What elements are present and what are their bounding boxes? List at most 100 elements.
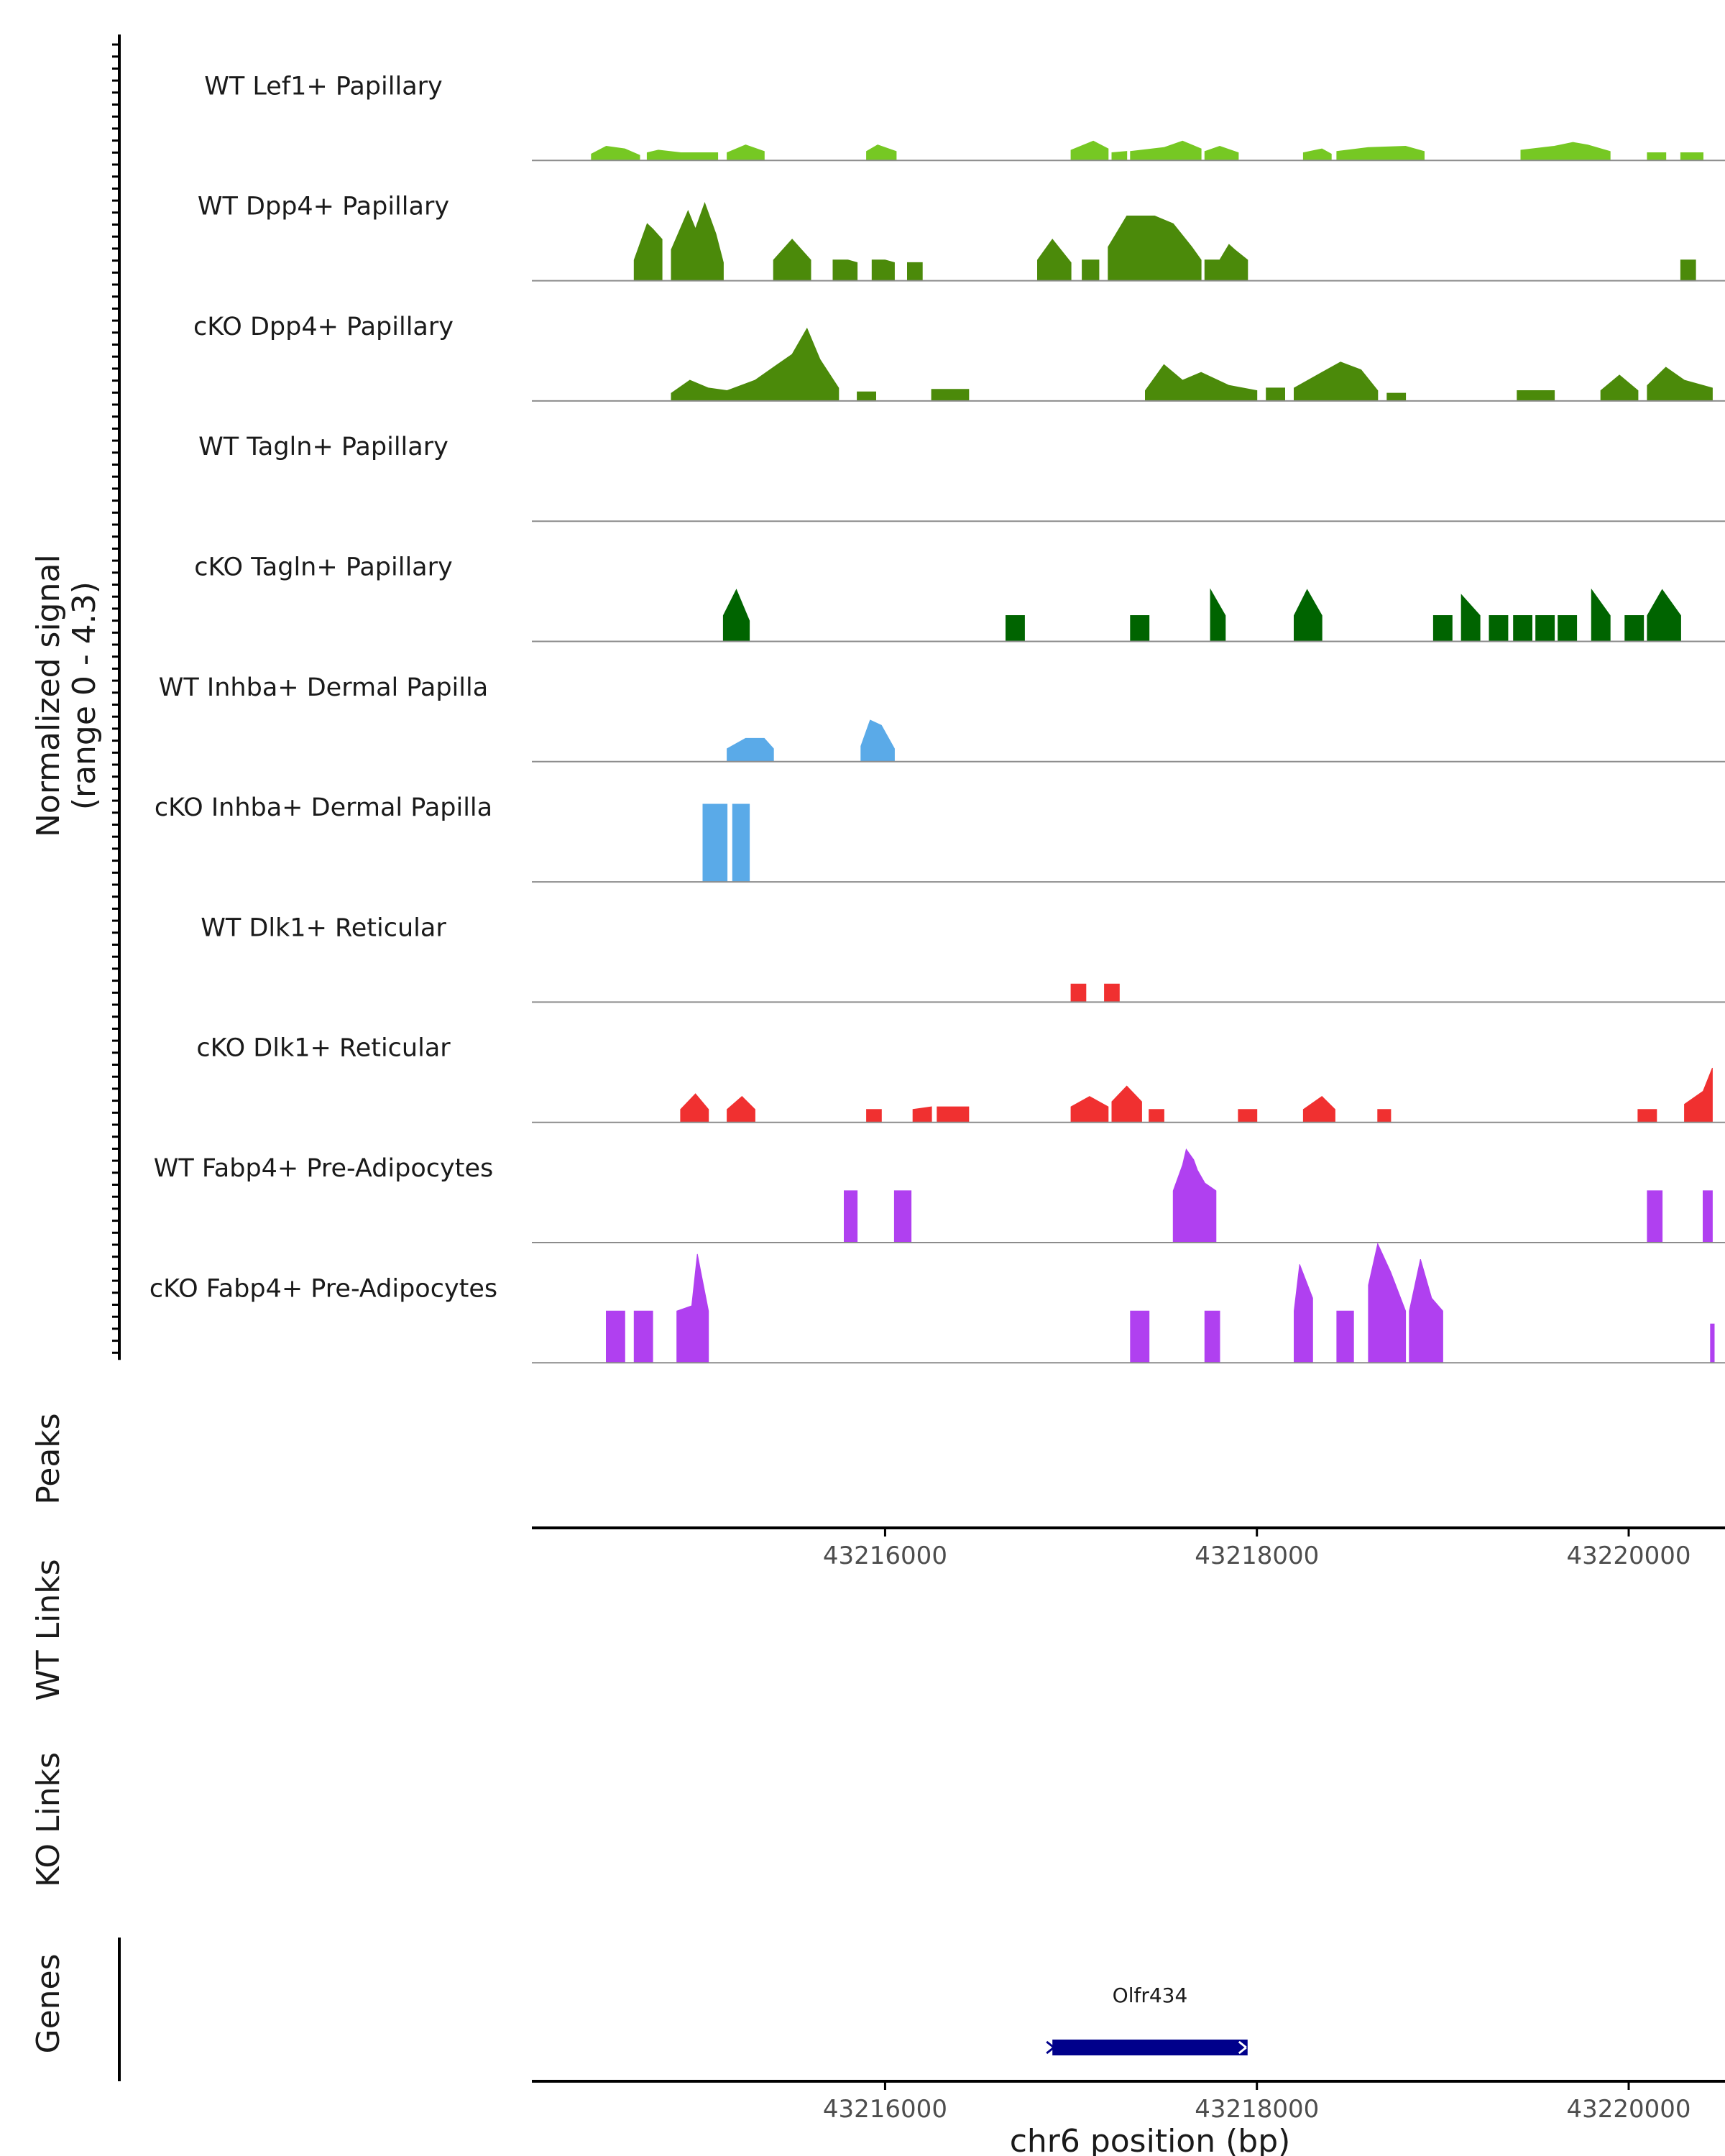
ko-links-panel-label: KO Links [30, 1752, 67, 1887]
signal-area [1432, 615, 1453, 642]
track: WT Fabp4+ Pre-Adipocytes [154, 1148, 1725, 1243]
track-label: cKO Dpp4+ Papillary [193, 313, 454, 341]
signal-area [1647, 1190, 1663, 1243]
signal-area [1037, 239, 1072, 282]
signal-area [680, 152, 719, 161]
genes-x-axis: 43216000 43218000 43220000 chr6 position (b… [532, 2080, 1725, 2156]
signal-area [866, 1109, 882, 1123]
signal-area [1210, 588, 1226, 642]
signal-area [1624, 615, 1644, 642]
track: cKO Dpp4+ Papillary [193, 313, 1725, 402]
track-label: WT Tagln+ Papillary [198, 433, 448, 461]
signal-area [1684, 1067, 1713, 1123]
genes-panel: Olfr434 [118, 1938, 1248, 2081]
signal-area [857, 391, 876, 402]
signal-area [1149, 1109, 1164, 1123]
signal-area [1111, 1085, 1142, 1123]
track: cKO Fabp4+ Pre-Adipocytes [150, 1242, 1725, 1364]
signal-axis: Normalized signal (range 0 - 4.3) [30, 34, 121, 1360]
signal-area [1520, 142, 1611, 161]
gene-label: Olfr434 [1113, 1984, 1188, 2007]
signal-area [1130, 1310, 1150, 1363]
track: WT Lef1+ Papillary [204, 72, 1725, 162]
track-label: WT Fabp4+ Pre-Adipocytes [154, 1154, 493, 1183]
signal-area [1703, 1190, 1713, 1243]
signal-area [1336, 1310, 1354, 1363]
track: WT Inhba+ Dermal Papilla [159, 673, 1725, 763]
panel-labels: Peaks WT Links KO Links Genes [30, 1413, 67, 2053]
track: WT Tagln+ Papillary [198, 433, 1725, 522]
signal-area [732, 803, 750, 883]
signal-area [1302, 148, 1332, 161]
signal-axis-range: (range 0 - 4.3) [66, 581, 103, 810]
signal-area [646, 149, 681, 161]
signal-area [1104, 983, 1120, 1003]
signal-area [860, 719, 895, 763]
signal-area [866, 144, 897, 161]
signal-area [773, 239, 811, 282]
track: cKO Inhba+ Dermal Papilla [155, 793, 1725, 883]
peaks-x-axis: 43216000 43218000 43220000 [532, 1526, 1725, 1570]
strand-arrow-icon [1238, 2040, 1247, 2055]
signal-area [702, 803, 728, 883]
gene-body [1052, 2040, 1248, 2055]
signal-area [1130, 140, 1202, 161]
signal-area [1637, 1109, 1657, 1123]
signal-area [931, 389, 970, 402]
track-label: cKO Inhba+ Dermal Papilla [155, 793, 492, 822]
track-label: cKO Tagln+ Papillary [194, 553, 453, 581]
signal-area [722, 589, 750, 642]
signal-area [1336, 145, 1425, 161]
signal-area [1535, 615, 1555, 642]
signal-tracks: WT Lef1+ Papillary WT Dpp4+ Papillary cKO … [150, 72, 1725, 1364]
signal-area [1558, 615, 1578, 642]
peaks-panel-label: Peaks [30, 1413, 67, 1504]
signal-area [1266, 387, 1285, 402]
signal-area [1145, 364, 1258, 402]
signal-area [1070, 983, 1087, 1003]
signal-area [1082, 259, 1100, 282]
signal-area [1108, 216, 1202, 282]
signal-area [1647, 589, 1681, 642]
track-label: cKO Dlk1+ Reticular [196, 1034, 451, 1063]
genes-x-tick-label: 43220000 [1566, 2095, 1690, 2124]
track: WT Dlk1+ Reticular [201, 913, 1725, 1003]
signal-area [1204, 1310, 1220, 1363]
signal-area [1489, 615, 1509, 642]
signal-area [591, 145, 640, 161]
signal-area [606, 1310, 625, 1363]
track: cKO Dlk1+ Reticular [196, 1034, 1725, 1123]
signal-area [1172, 1148, 1217, 1243]
signal-area [1204, 244, 1248, 282]
signal-area [1409, 1258, 1443, 1363]
signal-area [1680, 259, 1696, 282]
signal-area [832, 259, 858, 282]
signal-area [907, 262, 923, 282]
track-label: WT Lef1+ Papillary [204, 72, 443, 101]
peaks-x-tick-label: 43218000 [1195, 1542, 1319, 1570]
signal-area [1517, 390, 1555, 402]
signal-area [912, 1106, 932, 1123]
signal-area [676, 1253, 709, 1363]
peaks-x-tick-label: 43220000 [1566, 1542, 1690, 1570]
signal-area [1294, 361, 1379, 402]
signal-area [727, 144, 765, 161]
strand-arrow-icon [1046, 2040, 1055, 2055]
signal-area [727, 737, 774, 763]
signal-area [671, 327, 840, 402]
signal-area [893, 1190, 912, 1243]
signal-area [1710, 1323, 1715, 1363]
track-label: cKO Fabp4+ Pre-Adipocytes [150, 1274, 497, 1303]
gene: Olfr434 [1046, 1984, 1248, 2055]
signal-area [1006, 615, 1025, 642]
genes-x-tick-label: 43216000 [823, 2095, 947, 2124]
signal-area [1070, 1096, 1109, 1123]
genes-x-tick-label: 43218000 [1195, 2095, 1319, 2124]
signal-area [727, 1096, 755, 1123]
signal-area [1294, 589, 1322, 642]
signal-area [871, 259, 895, 282]
signal-area [1130, 615, 1150, 642]
signal-area [1302, 1096, 1335, 1123]
signal-area [1680, 152, 1703, 161]
